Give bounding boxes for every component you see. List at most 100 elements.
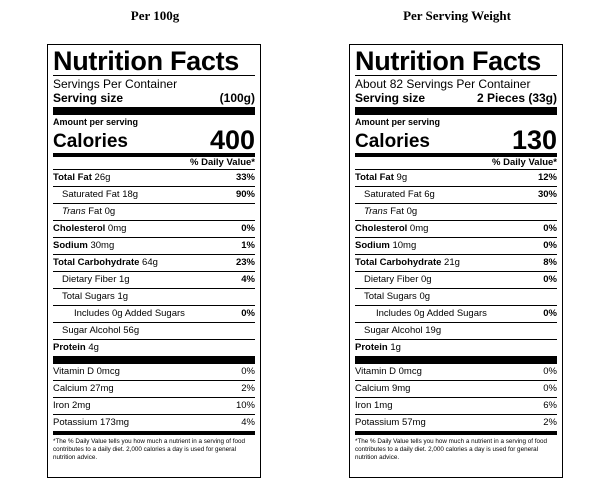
nutrient-label: Potassium 57mg bbox=[355, 417, 426, 428]
nutrient-amount: 21g bbox=[444, 257, 460, 268]
nutrient-label: Iron 2mg bbox=[53, 400, 91, 411]
row-protein: Protein 4g bbox=[53, 340, 255, 356]
nutrient-label: Total Fat bbox=[53, 172, 92, 183]
serving-size-label: Serving size bbox=[355, 91, 426, 105]
nutrient-label: Iron 1mg bbox=[355, 400, 393, 411]
row-potassium: Potassium 173mg 4% bbox=[53, 415, 255, 431]
nutrient-label: Protein bbox=[53, 342, 86, 353]
row-added-sugars: Includes 0g Added Sugars 0% bbox=[355, 306, 557, 323]
row-added-sugars: Includes 0g Added Sugars 0% bbox=[53, 306, 255, 323]
calories-row: Calories 130 bbox=[355, 125, 557, 155]
daily-value: 4% bbox=[241, 274, 255, 285]
daily-value: 0% bbox=[543, 274, 557, 285]
row-trans-fat: Trans Fat 0g bbox=[53, 204, 255, 221]
nutrient-label: Sugar Alcohol 19g bbox=[364, 325, 442, 336]
row-sugar-alcohol: Sugar Alcohol 56g bbox=[53, 323, 255, 340]
row-cholesterol: Cholesterol 0mg 0% bbox=[355, 221, 557, 238]
divider-thick bbox=[53, 356, 255, 364]
serving-size-row: Serving size (100g) bbox=[53, 91, 255, 107]
nutrient-amount: 9g bbox=[396, 172, 408, 183]
label-title: Nutrition Facts bbox=[53, 46, 240, 76]
servings-per-container: About 82 Servings Per Container bbox=[355, 77, 531, 91]
daily-value: 0% bbox=[543, 308, 557, 319]
nutrient-label: Cholesterol bbox=[355, 223, 408, 234]
divider-thick bbox=[355, 356, 557, 364]
nutrient-amount: 0mg bbox=[107, 223, 127, 234]
row-calcium: Calcium 9mg 0% bbox=[355, 381, 557, 398]
daily-value: 4% bbox=[241, 417, 255, 428]
amount-per-serving: Amount per serving bbox=[53, 117, 139, 127]
row-sodium: Sodium 10mg 0% bbox=[355, 238, 557, 255]
nutrient-label: Cholesterol bbox=[53, 223, 106, 234]
daily-value: 90% bbox=[235, 189, 255, 200]
nutrient-label: Includes 0g Added Sugars bbox=[376, 308, 487, 319]
row-calcium: Calcium 27mg 2% bbox=[53, 381, 255, 398]
row-total-carbohydrate: Total Carbohydrate 64g 23% bbox=[53, 255, 255, 272]
daily-value: 12% bbox=[537, 172, 557, 183]
nutrient-label: Calcium 27mg bbox=[53, 383, 114, 394]
daily-value-footnote: *The % Daily Value tells you how much a … bbox=[53, 438, 246, 461]
daily-value-footnote: *The % Daily Value tells you how much a … bbox=[355, 438, 548, 461]
serving-size-value: 2 Pieces (33g) bbox=[476, 91, 557, 105]
nutrient-amount: 26g bbox=[94, 172, 111, 183]
daily-value: 33% bbox=[235, 172, 255, 183]
row-total-sugars: Total Sugars 1g bbox=[53, 289, 255, 306]
servings-per-container: Servings Per Container bbox=[53, 77, 178, 91]
row-trans-fat: Trans Fat 0g bbox=[355, 204, 557, 221]
row-vitamin-d: Vitamin D 0mcg 0% bbox=[355, 364, 557, 381]
row-dietary-fiber: Dietary Fiber 1g 4% bbox=[53, 272, 255, 289]
nutrient-amount: Fat 0g bbox=[88, 206, 116, 217]
nutrition-label-per-100g: Nutrition Facts Servings Per Container S… bbox=[47, 44, 261, 478]
nutrient-label: Total Fat bbox=[355, 172, 394, 183]
divider-medium bbox=[53, 431, 255, 435]
daily-value: 0% bbox=[241, 308, 255, 319]
row-sugar-alcohol: Sugar Alcohol 19g bbox=[355, 323, 557, 340]
divider-thick bbox=[355, 107, 557, 115]
nutrient-label: Dietary Fiber 1g bbox=[62, 274, 130, 285]
divider-thick bbox=[53, 107, 255, 115]
row-cholesterol: Cholesterol 0mg 0% bbox=[53, 221, 255, 238]
daily-value: 6% bbox=[543, 400, 557, 411]
daily-value: 2% bbox=[241, 383, 255, 394]
daily-value-header: % Daily Value* bbox=[53, 157, 255, 170]
daily-value-header: % Daily Value* bbox=[355, 157, 557, 170]
nutrient-label: Calcium 9mg bbox=[355, 383, 411, 394]
row-total-sugars: Total Sugars 0g bbox=[355, 289, 557, 306]
nutrient-label: Vitamin D 0mcg bbox=[355, 366, 422, 377]
divider bbox=[355, 75, 557, 76]
nutrient-label: Total Carbohydrate bbox=[355, 257, 442, 268]
calories-label: Calories bbox=[53, 131, 128, 152]
calories-label: Calories bbox=[355, 131, 430, 152]
nutrient-amount: 0mg bbox=[409, 223, 429, 234]
nutrient-amount: 4g bbox=[88, 342, 99, 353]
nutrient-label: Vitamin D 0mcg bbox=[53, 366, 120, 377]
daily-value: 30% bbox=[537, 189, 557, 200]
row-protein: Protein 1g bbox=[355, 340, 557, 356]
nutrient-label: Total Sugars 0g bbox=[364, 291, 431, 302]
nutrient-label: Sugar Alcohol 56g bbox=[62, 325, 140, 336]
nutrient-amount: 30mg bbox=[90, 240, 115, 251]
nutrition-label-per-serving: Nutrition Facts About 82 Servings Per Co… bbox=[349, 44, 563, 478]
daily-value: 0% bbox=[543, 383, 557, 394]
row-total-carbohydrate: Total Carbohydrate 21g 8% bbox=[355, 255, 557, 272]
nutrient-label: Trans bbox=[62, 206, 86, 217]
serving-size-row: Serving size 2 Pieces (33g) bbox=[355, 91, 557, 107]
heading-per-100g: Per 100g bbox=[130, 8, 180, 23]
row-sodium: Sodium 30mg 1% bbox=[53, 238, 255, 255]
amount-per-serving: Amount per serving bbox=[355, 117, 441, 127]
daily-value: 0% bbox=[241, 366, 255, 377]
daily-value: 0% bbox=[543, 223, 557, 234]
nutrient-label: Saturated Fat 6g bbox=[364, 189, 435, 200]
nutrient-amount: 10mg bbox=[392, 240, 417, 251]
divider-medium bbox=[355, 431, 557, 435]
daily-value: 0% bbox=[543, 240, 557, 251]
daily-value: 8% bbox=[543, 257, 557, 268]
daily-value: 0% bbox=[543, 366, 557, 377]
row-saturated-fat: Saturated Fat 6g 30% bbox=[355, 187, 557, 204]
daily-value: 10% bbox=[235, 400, 255, 411]
nutrient-label: Sodium bbox=[355, 240, 390, 251]
daily-value: 0% bbox=[241, 223, 255, 234]
nutrient-amount: 64g bbox=[142, 257, 158, 268]
row-iron: Iron 1mg 6% bbox=[355, 398, 557, 415]
calories-value: 130 bbox=[511, 125, 557, 155]
